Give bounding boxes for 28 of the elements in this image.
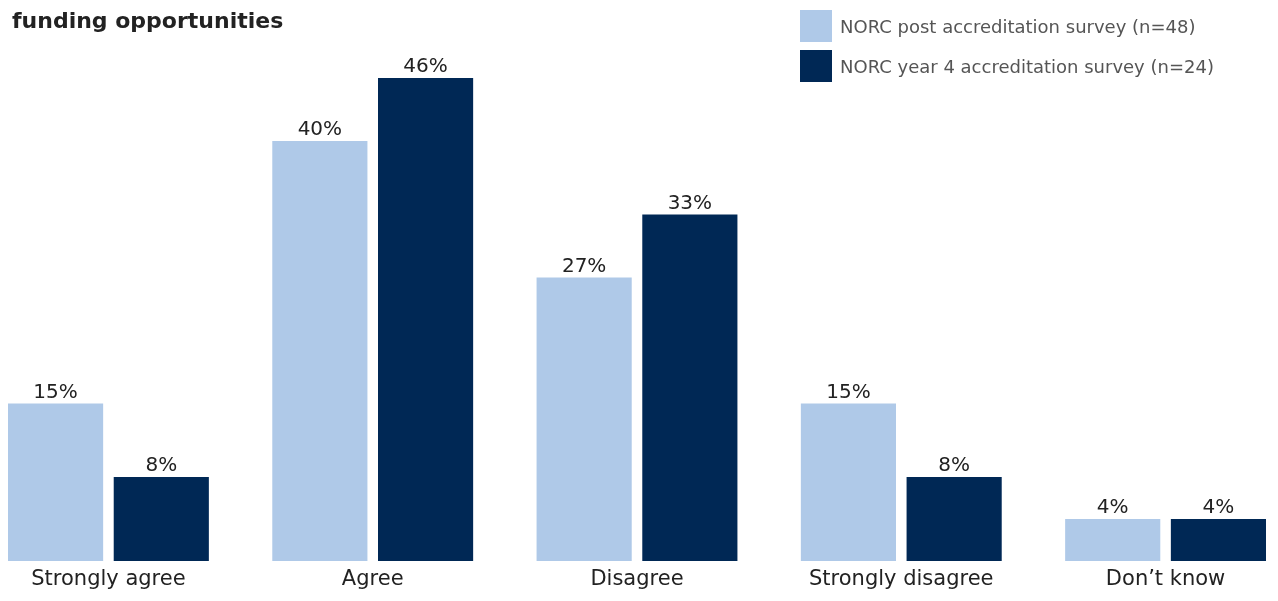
data-label: 4% xyxy=(1096,494,1129,518)
data-label: 46% xyxy=(403,53,448,77)
x-tick-label: Disagree xyxy=(590,566,684,590)
bar xyxy=(8,403,104,561)
x-tick-label: Agree xyxy=(341,566,404,590)
bar xyxy=(800,403,896,561)
data-label: 40% xyxy=(297,116,343,140)
legend-label: NORC year 4 accreditation survey (n=24) xyxy=(840,56,1214,77)
data-label: 33% xyxy=(667,189,713,214)
bar xyxy=(642,214,738,561)
legend-label: NORC post accreditation survey (n=48) xyxy=(840,16,1196,37)
bar xyxy=(536,277,632,561)
data-label: 15% xyxy=(33,378,78,403)
x-tick-label: Strongly disagree xyxy=(809,566,994,590)
bar xyxy=(378,78,474,561)
bar xyxy=(1170,519,1266,561)
data-label: 4% xyxy=(1202,494,1235,518)
data-label: 8% xyxy=(938,452,971,476)
bar xyxy=(1065,519,1161,561)
bar xyxy=(113,477,209,561)
data-label: 15% xyxy=(826,378,871,403)
bar xyxy=(906,477,1002,561)
x-tick-label: Strongly agree xyxy=(31,566,186,590)
data-label: 8% xyxy=(145,452,178,476)
data-label: 27% xyxy=(561,252,607,277)
bar xyxy=(272,141,368,561)
chart-title: funding opportunities xyxy=(12,8,284,33)
x-tick-label: Don’t know xyxy=(1105,566,1226,590)
